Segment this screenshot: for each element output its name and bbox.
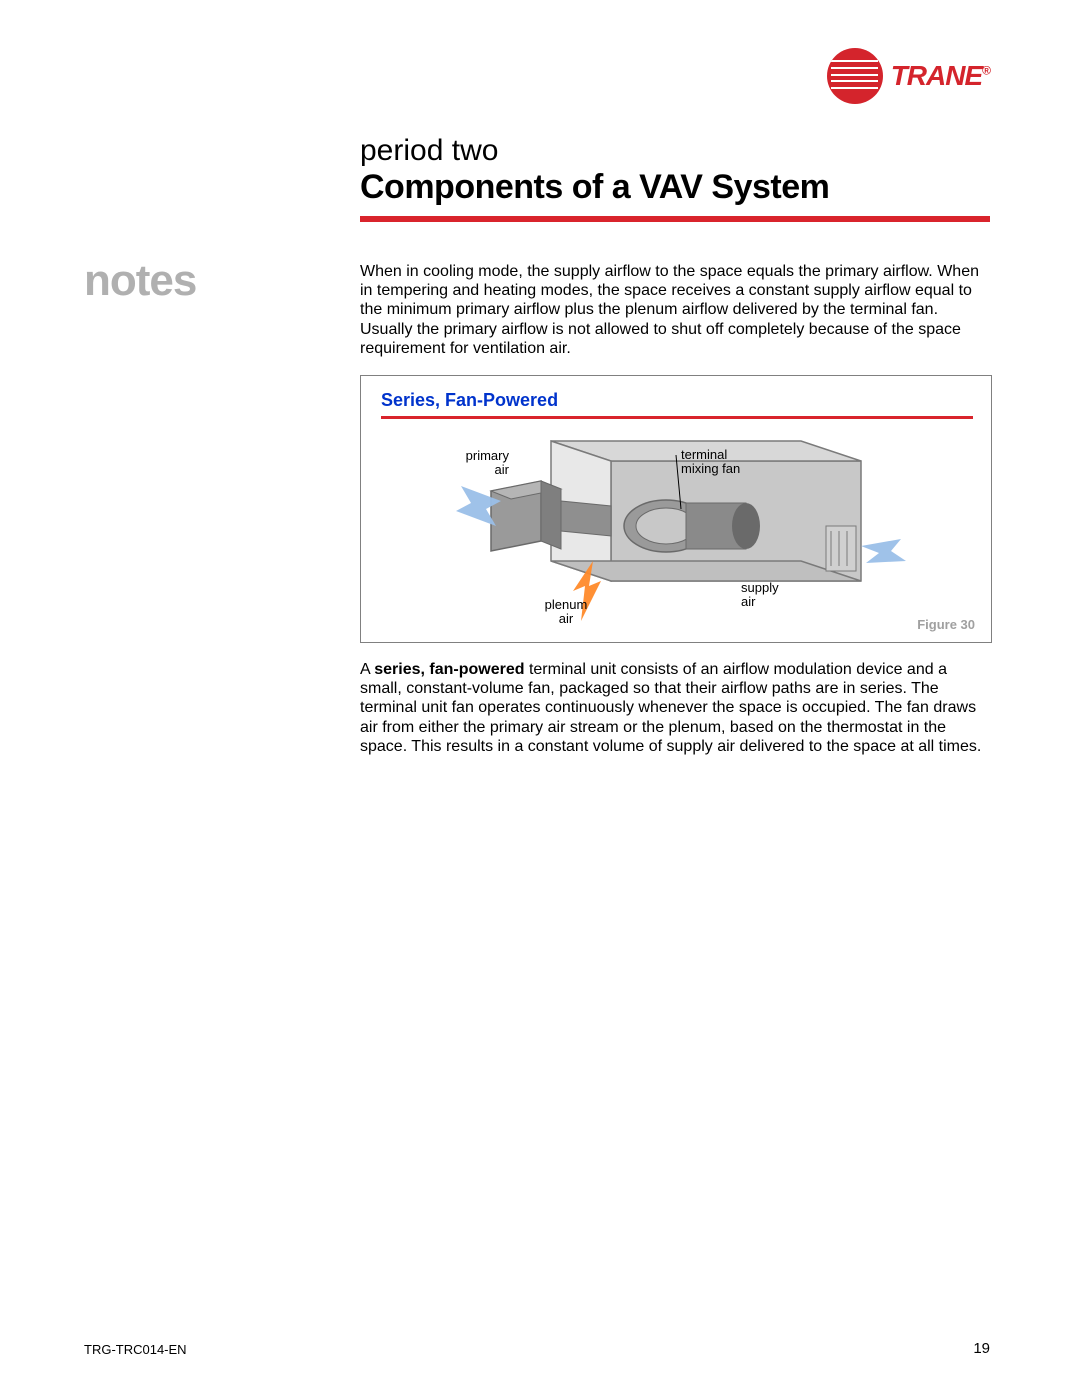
label-primary-air: primaryair	[449, 449, 509, 478]
notes-sidebar-label: notes	[84, 256, 196, 306]
title-rule	[360, 216, 990, 222]
figure-rule	[381, 416, 973, 419]
figure-caption: Figure 30	[917, 617, 975, 632]
label-supply-air: supplyair	[741, 581, 779, 610]
figure-box: Series, Fan-Powered	[360, 375, 992, 643]
paragraph-intro: When in cooling mode, the supply airflow…	[360, 262, 992, 358]
brand-logo: TRANE®	[827, 48, 990, 104]
label-plenum-air: plenumair	[536, 598, 596, 627]
page-title: Components of a VAV System	[360, 168, 829, 207]
doc-id: TRG-TRC014-EN	[84, 1342, 187, 1357]
paragraph-body: A series, fan-powered terminal unit cons…	[360, 660, 992, 756]
period-label: period two	[360, 134, 498, 168]
label-terminal-fan: terminalmixing fan	[681, 448, 740, 477]
brand-logo-ball	[827, 48, 883, 104]
brand-name: TRANE®	[891, 60, 990, 92]
page-number: 19	[973, 1340, 990, 1357]
figure-title: Series, Fan-Powered	[381, 390, 558, 411]
